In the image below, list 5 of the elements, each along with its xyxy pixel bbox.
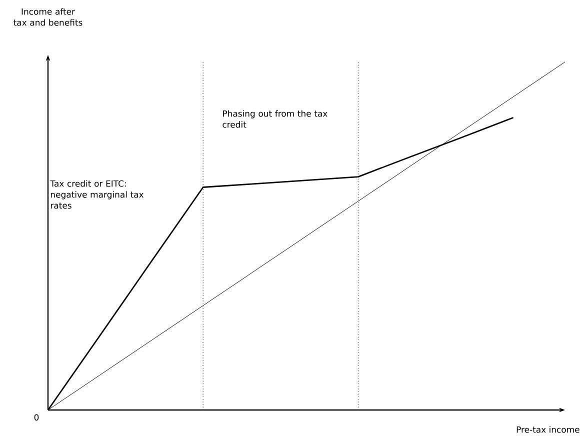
annotation: Phasing out from the tax credit [222, 110, 328, 128]
y-axis-title: Income after tax and benefits [14, 8, 82, 26]
text: 0 [34, 414, 39, 421]
annotation: Tax credit or EITC: negative marginal tax rates [50, 180, 144, 209]
x-axis-title: Pre-tax income [516, 426, 580, 433]
